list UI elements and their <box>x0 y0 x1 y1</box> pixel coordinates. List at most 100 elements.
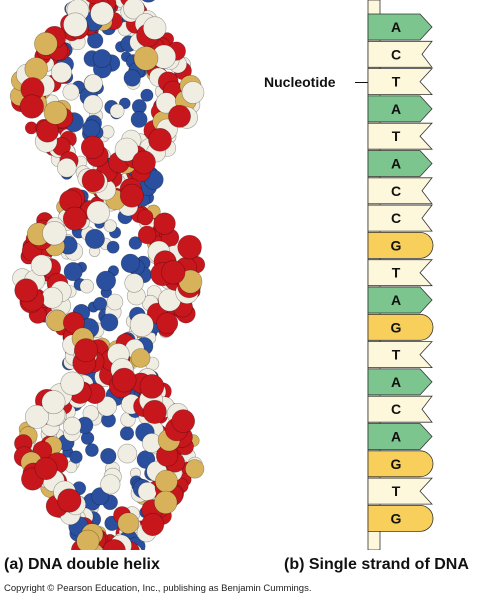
base-label: G <box>391 456 402 472</box>
helix-atom <box>96 396 117 417</box>
helix-atom <box>30 254 53 277</box>
base-shape <box>367 232 434 259</box>
nucleotide-G: G <box>367 232 434 259</box>
base-shape <box>367 13 433 41</box>
helix-atom <box>117 443 138 464</box>
base-label: T <box>392 347 401 363</box>
helix-atom <box>123 0 145 20</box>
caption-double-helix: (a) DNA double helix <box>4 556 160 573</box>
helix-atom <box>141 512 165 536</box>
helix-atom <box>41 286 64 309</box>
helix-atom <box>156 312 179 335</box>
helix-atom <box>92 49 112 68</box>
helix-atom <box>102 539 126 550</box>
helix-atom <box>60 371 85 396</box>
nucleotide-pointer-line <box>355 82 371 83</box>
helix-atom <box>50 61 73 84</box>
base-label: C <box>391 401 401 417</box>
space-filling-helix-image <box>9 0 206 550</box>
helix-atom <box>140 88 154 102</box>
base-label: G <box>391 319 402 335</box>
nucleotide-A: A <box>367 13 433 41</box>
base-label: T <box>392 74 401 90</box>
base-label: A <box>391 429 401 445</box>
helix-atom <box>80 135 105 160</box>
nucleotide-C: C <box>367 40 433 68</box>
helix-atom <box>109 103 125 119</box>
helix-atom <box>14 278 39 303</box>
helix-atom <box>57 488 82 513</box>
helix-atom <box>100 313 119 332</box>
helix-atom <box>137 225 157 245</box>
helix-atom <box>85 443 99 457</box>
helix-atom <box>62 206 87 231</box>
nucleotide-T: T <box>367 259 433 287</box>
helix-atom <box>93 296 108 311</box>
helix-atom <box>84 74 103 93</box>
dna-double-helix-model <box>0 0 215 550</box>
base-shape <box>367 40 433 68</box>
base-shape <box>367 204 433 232</box>
helix-atom <box>128 236 143 250</box>
helix-atom <box>24 57 48 81</box>
helix-atom <box>119 426 135 441</box>
helix-atom <box>41 390 66 415</box>
helix-atom <box>74 338 99 363</box>
helix-atom <box>84 228 105 249</box>
base-shape <box>367 505 434 532</box>
helix-atom <box>171 409 195 433</box>
base-shape <box>367 68 433 95</box>
helix-atom <box>111 367 137 393</box>
helix-atom <box>100 448 117 465</box>
helix-atom <box>85 0 104 4</box>
base-label: C <box>391 183 401 199</box>
helix-atom <box>82 119 101 138</box>
helix-atom <box>34 456 58 480</box>
base-shape <box>367 313 434 341</box>
helix-atom <box>83 94 103 115</box>
copyright-notice: Copyright © Pearson Education, Inc., pub… <box>4 583 312 594</box>
helix-atom <box>154 469 178 493</box>
base-label: G <box>391 510 402 526</box>
base-shape <box>367 259 433 287</box>
helix-atom <box>114 137 139 162</box>
helix-atom <box>119 183 144 208</box>
helix-atom <box>168 104 191 128</box>
helix-atom <box>79 279 95 294</box>
nucleotide-T: T <box>367 122 433 150</box>
helix-atom <box>133 46 159 71</box>
helix-atom <box>24 404 49 429</box>
nucleotide-C: C <box>367 395 433 423</box>
helix-atom <box>153 212 176 235</box>
helix-atom <box>130 111 148 128</box>
base-shape <box>367 177 433 205</box>
base-shape <box>367 423 433 450</box>
helix-atom <box>63 262 83 282</box>
helix-atom <box>141 0 156 3</box>
helix-atom <box>117 512 140 535</box>
base-shape <box>367 395 433 423</box>
helix-atom <box>96 270 117 291</box>
base-shape <box>367 95 433 123</box>
nucleotide-A: A <box>367 95 433 123</box>
nucleotide-T: T <box>367 68 433 95</box>
helix-atom <box>19 94 44 119</box>
nucleotide-A: A <box>367 150 433 177</box>
helix-atom <box>142 399 167 424</box>
nucleotide-A: A <box>367 368 433 396</box>
nucleotide-G: G <box>367 313 434 341</box>
helix-atom <box>87 32 104 49</box>
base-label: T <box>392 265 401 281</box>
base-shape <box>367 450 434 478</box>
helix-atom <box>130 348 151 368</box>
base-label: T <box>392 128 401 144</box>
helix-atom <box>62 83 80 101</box>
helix-atom <box>129 312 154 337</box>
nucleotide-T: T <box>367 477 433 505</box>
helix-atom <box>124 273 144 293</box>
helix-atom <box>177 234 202 260</box>
helix-atom <box>62 416 82 436</box>
helix-atom <box>106 240 120 254</box>
